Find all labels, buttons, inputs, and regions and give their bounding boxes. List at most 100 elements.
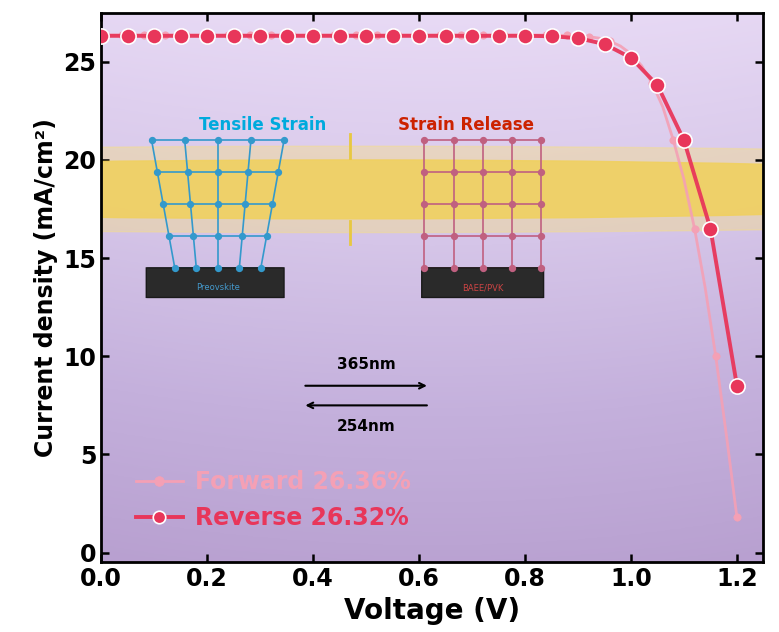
Point: [180, 30, 192, 40]
Point: [265, 30, 277, 40]
Point: [137, 30, 150, 40]
Point: [386, 31, 399, 41]
Point: [604, 36, 616, 46]
FancyBboxPatch shape: [146, 268, 284, 298]
Point: [233, 263, 245, 273]
Point: [418, 263, 431, 273]
Point: [266, 199, 279, 209]
Point: [506, 199, 518, 209]
Point: [280, 31, 293, 41]
Point: [455, 30, 467, 40]
Point: [534, 263, 547, 273]
Point: [146, 135, 158, 145]
Point: [255, 263, 267, 273]
Point: [201, 30, 213, 40]
Point: [241, 167, 254, 177]
Point: [360, 31, 372, 41]
Point: [439, 31, 452, 41]
Point: [333, 31, 346, 41]
Point: [418, 231, 431, 241]
Point: [731, 513, 743, 523]
Point: [667, 135, 679, 145]
Text: 254nm: 254nm: [337, 419, 396, 434]
Point: [413, 30, 425, 40]
Legend: Forward 26.36%, Reverse 26.32%: Forward 26.36%, Reverse 26.32%: [126, 461, 420, 540]
Point: [212, 199, 224, 209]
Point: [583, 32, 595, 42]
Point: [434, 30, 446, 40]
Point: [239, 199, 252, 209]
Point: [413, 31, 425, 41]
Point: [651, 80, 664, 90]
Point: [116, 30, 129, 40]
Point: [307, 31, 319, 41]
Point: [678, 135, 690, 145]
Point: [447, 135, 460, 145]
Point: [254, 31, 266, 41]
Point: [163, 231, 175, 241]
Point: [418, 167, 431, 177]
Text: BAEE/PVK: BAEE/PVK: [462, 283, 503, 292]
Point: [95, 30, 108, 40]
Point: [506, 263, 518, 273]
Point: [222, 30, 234, 40]
Point: [212, 167, 224, 177]
Point: [477, 167, 489, 177]
Text: Preovskite: Preovskite: [196, 283, 240, 292]
Point: [466, 31, 478, 41]
Point: [519, 30, 531, 40]
Point: [506, 167, 518, 177]
Text: Strain Release: Strain Release: [398, 116, 534, 135]
Point: [168, 263, 181, 273]
Point: [201, 31, 213, 41]
Point: [534, 167, 547, 177]
Point: [122, 31, 134, 41]
Point: [272, 167, 284, 177]
Point: [731, 380, 743, 391]
FancyBboxPatch shape: [421, 268, 544, 298]
Point: [710, 351, 722, 362]
Point: [534, 231, 547, 241]
Point: [572, 33, 584, 43]
Point: [157, 199, 169, 209]
Point: [187, 231, 199, 241]
Point: [159, 30, 171, 40]
Point: [236, 231, 249, 241]
Point: [349, 30, 361, 40]
Point: [392, 30, 404, 40]
Point: [561, 30, 573, 40]
Point: [212, 135, 224, 145]
Point: [598, 39, 611, 49]
Point: [447, 263, 460, 273]
X-axis label: Voltage (V): Voltage (V): [344, 597, 520, 625]
Point: [151, 167, 164, 177]
Point: [492, 31, 505, 41]
Point: [286, 30, 298, 40]
Point: [646, 78, 658, 88]
Point: [328, 30, 340, 40]
Point: [190, 263, 203, 273]
Point: [540, 30, 552, 40]
Point: [418, 199, 431, 209]
Point: [447, 167, 460, 177]
Point: [534, 199, 547, 209]
Circle shape: [0, 146, 779, 233]
Y-axis label: Current density (mA/cm²): Current density (mA/cm²): [34, 118, 58, 457]
Point: [447, 199, 460, 209]
Point: [545, 31, 558, 41]
Point: [243, 30, 256, 40]
Point: [95, 31, 108, 41]
Point: [418, 135, 431, 145]
Point: [178, 135, 191, 145]
Point: [506, 135, 518, 145]
Point: [278, 135, 291, 145]
Point: [260, 231, 273, 241]
Point: [174, 31, 187, 41]
Point: [245, 135, 257, 145]
Text: Tensile Strain: Tensile Strain: [199, 116, 326, 135]
Point: [689, 224, 701, 234]
Point: [477, 263, 489, 273]
Point: [477, 30, 489, 40]
Point: [185, 199, 197, 209]
Point: [477, 231, 489, 241]
